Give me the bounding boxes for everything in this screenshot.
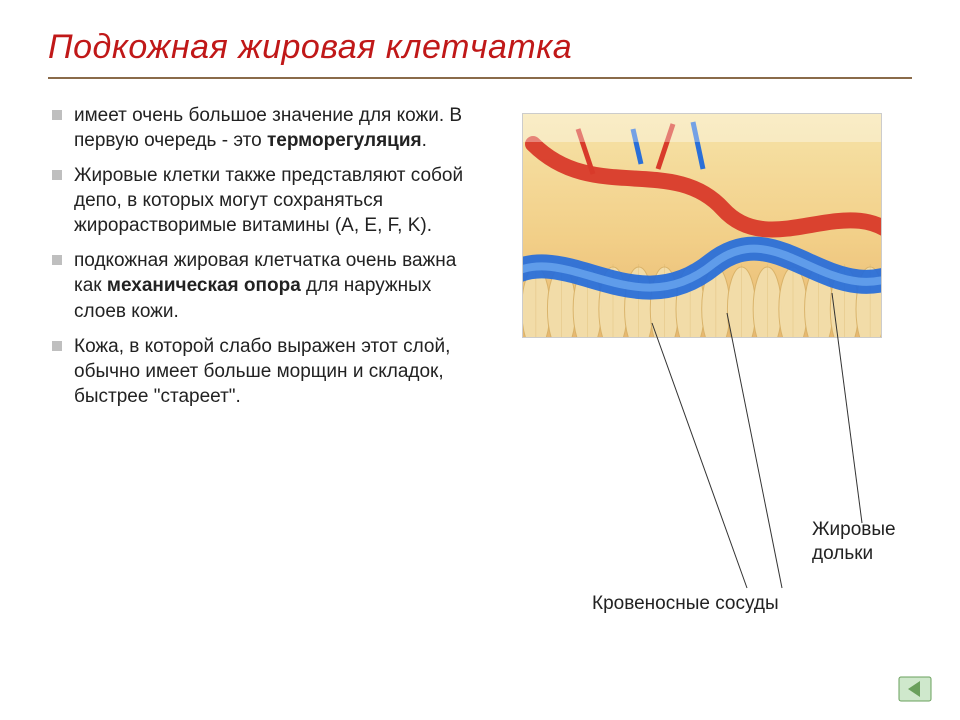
slide: Подкожная жировая клетчатка имеет очень … xyxy=(0,0,960,720)
bullet-text: Кожа, в которой слабо выражен этот слой,… xyxy=(74,336,450,407)
bullet-bold: механическая опора xyxy=(107,275,301,296)
list-item: имеет очень большое значение для кожи. В… xyxy=(48,103,468,153)
chevron-left-icon xyxy=(898,676,932,702)
content-row: имеет очень большое значение для кожи. В… xyxy=(48,103,912,643)
anatomy-svg xyxy=(523,114,882,338)
list-item: подкожная жировая клетчатка очень важна … xyxy=(48,248,468,323)
list-item: Кожа, в которой слабо выражен этот слой,… xyxy=(48,334,468,409)
title-divider xyxy=(48,77,912,79)
anatomy-diagram xyxy=(522,113,882,338)
bullet-bold: терморегуляция xyxy=(267,130,422,151)
page-title: Подкожная жировая клетчатка xyxy=(48,28,912,67)
figure-area: Жировые дольки Кровеносные сосуды xyxy=(492,103,912,643)
bullet-list: имеет очень большое значение для кожи. В… xyxy=(48,103,468,419)
label-fat-lobules: Жировые дольки xyxy=(812,518,912,566)
bullet-text: Жировые клетки также представляют собой … xyxy=(74,165,463,236)
list-item: Жировые клетки также представляют собой … xyxy=(48,163,468,238)
bullet-text: . xyxy=(422,130,427,151)
prev-slide-button[interactable] xyxy=(898,676,932,702)
label-blood-vessels: Кровеносные сосуды xyxy=(592,593,779,615)
